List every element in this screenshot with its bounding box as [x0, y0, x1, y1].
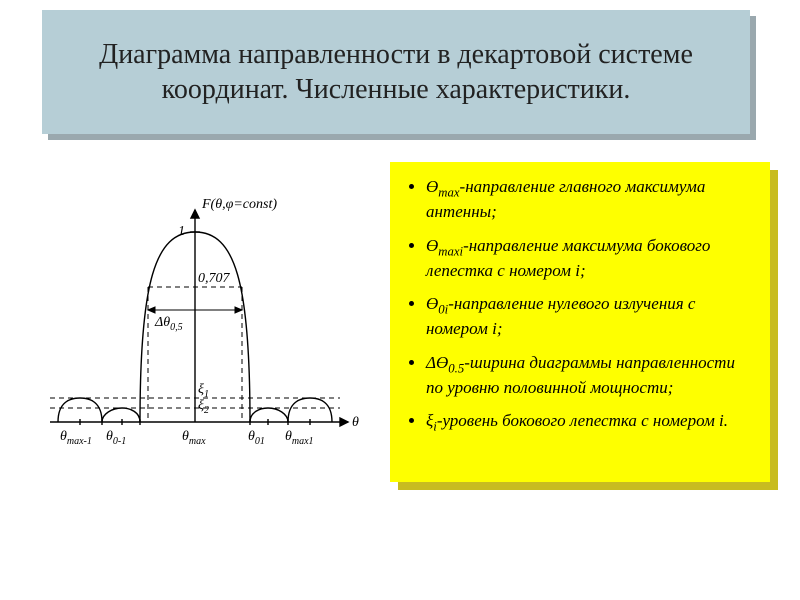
x-tick: θmax-1 — [60, 429, 92, 447]
delta-label: Δθ0,5 — [154, 315, 183, 333]
legend-panel: Өmax-направление главного максимума анте… — [390, 162, 770, 482]
x-axis-label: θ — [352, 415, 359, 430]
side-lobe — [102, 408, 140, 422]
x-tick: θ01 — [248, 429, 265, 447]
legend-item: ΔӨ0.5-ширина диаграммы направленности по… — [426, 352, 754, 399]
side-lobe — [288, 398, 332, 422]
slide-header: Диаграмма направленности в декартовой си… — [42, 10, 750, 134]
diagram-panel: F(θ,φ=const) θ 1 0,707 Δθ0,5 ξ1 ξ2 θmax-… — [0, 162, 390, 582]
x-tick: θmax — [182, 429, 206, 447]
legend-item: ξi-уровень бокового лепестка с номером i… — [426, 410, 754, 435]
legend-panel-wrap: Өmax-направление главного максимума анте… — [390, 162, 790, 582]
legend-item: Өmax-направление главного максимума анте… — [426, 176, 754, 223]
legend-item: Өmaxi-направление максимума бокового леп… — [426, 235, 754, 282]
x-tick: θmax1 — [285, 429, 314, 447]
xi2-label: ξ2 — [198, 398, 209, 416]
content-row: F(θ,φ=const) θ 1 0,707 Δθ0,5 ξ1 ξ2 θmax-… — [0, 162, 800, 582]
y-axis-label: F(θ,φ=const) — [201, 197, 277, 212]
radiation-pattern-chart: F(θ,φ=const) θ 1 0,707 Δθ0,5 ξ1 ξ2 θmax-… — [30, 192, 370, 502]
y-tick-1: 1 — [178, 224, 185, 239]
side-lobe — [250, 408, 288, 422]
legend-item: Ө0i-направление нулевого излучения с ном… — [426, 293, 754, 340]
slide-title: Диаграмма направленности в декартовой си… — [62, 37, 730, 107]
y-tick-0707: 0,707 — [198, 271, 231, 286]
legend-list: Өmax-направление главного максимума анте… — [420, 176, 754, 436]
side-lobe — [58, 398, 102, 422]
x-tick: θ0-1 — [106, 429, 126, 447]
